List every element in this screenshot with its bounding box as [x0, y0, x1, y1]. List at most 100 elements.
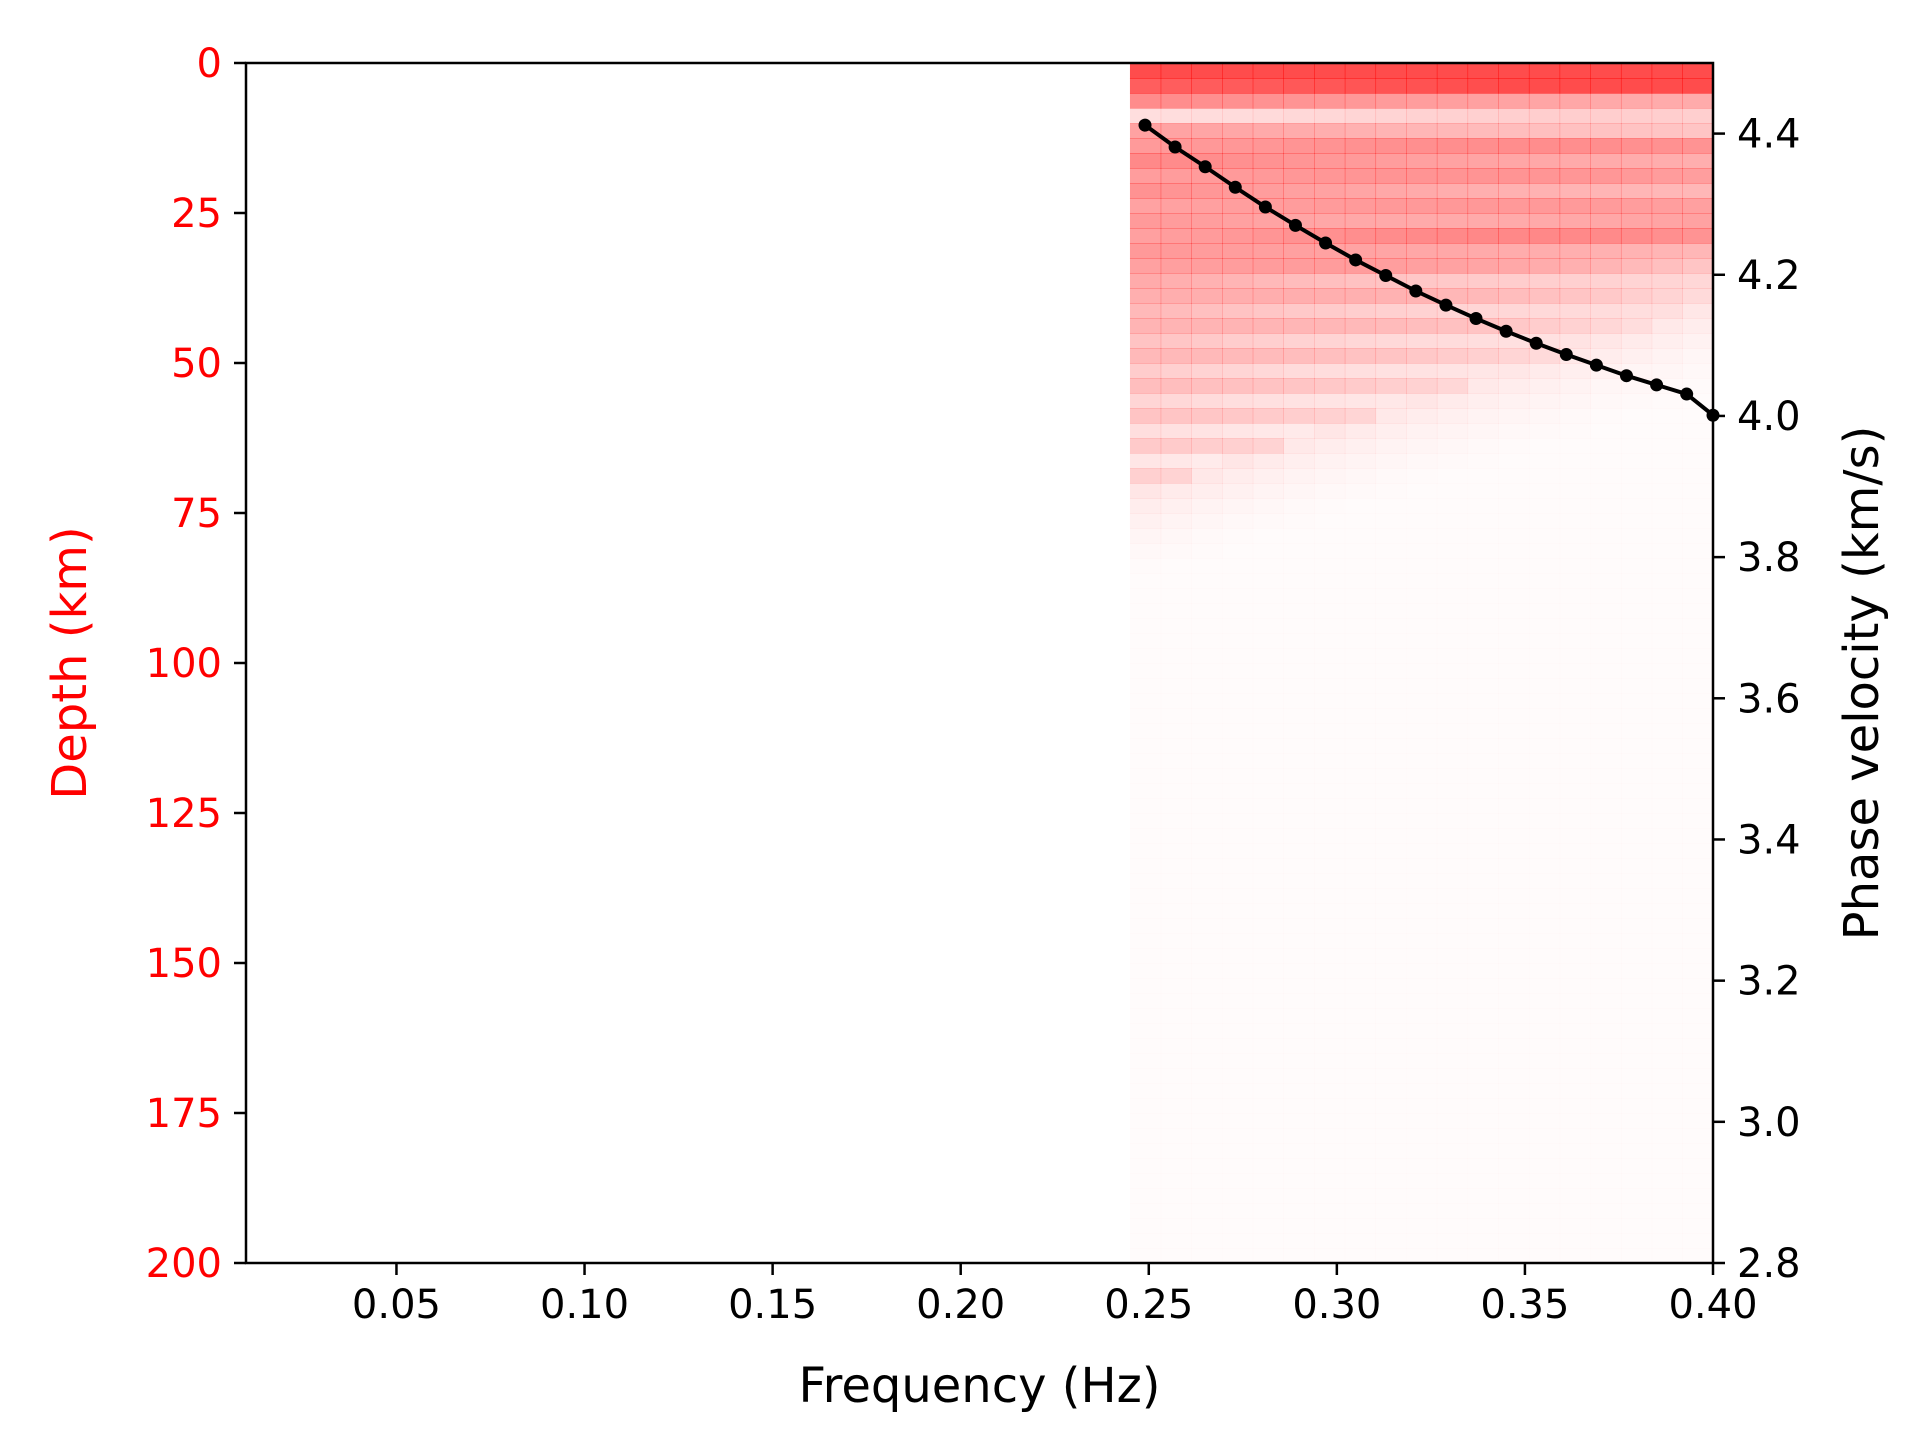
heatmap-cell	[1406, 303, 1438, 319]
heatmap-cell	[1682, 1188, 1713, 1204]
heatmap-cell	[1528, 168, 1561, 184]
heatmap-cell	[1682, 1068, 1713, 1084]
heatmap-cell	[1528, 183, 1561, 199]
heatmap-cell	[1283, 1248, 1314, 1264]
heatmap-cell	[1406, 648, 1437, 664]
heatmap-cell	[1529, 513, 1560, 529]
heatmap-cell	[1590, 138, 1622, 154]
heatmap-cell	[1529, 558, 1560, 574]
heatmap-cell	[1345, 858, 1376, 874]
heatmap-cell	[1222, 348, 1254, 364]
heatmap-cell	[1283, 888, 1314, 904]
heatmap-cell	[1160, 483, 1192, 499]
heatmap-cell	[1253, 963, 1284, 979]
heatmap-cell	[1559, 168, 1591, 184]
heatmap-cell	[1191, 1038, 1222, 1054]
heatmap-cell	[1344, 303, 1377, 319]
heatmap-cell	[1375, 1203, 1406, 1219]
heatmap-cell	[1437, 858, 1468, 874]
heatmap-cell	[1590, 1083, 1621, 1099]
heatmap-cell	[1406, 723, 1437, 739]
heatmap-cell	[1375, 783, 1406, 799]
heatmap-cell	[1375, 213, 1407, 229]
heatmap-cell	[1498, 408, 1529, 424]
heatmap-cell	[1161, 1218, 1192, 1234]
heatmap-cell	[1590, 1158, 1621, 1174]
heatmap-cell	[1375, 1158, 1406, 1174]
heatmap-cell	[1375, 108, 1407, 124]
heatmap-cell	[1345, 723, 1376, 739]
dispersion-curve-point	[1469, 312, 1483, 326]
heatmap-cell	[1652, 423, 1683, 439]
heatmap-cell	[1222, 753, 1253, 769]
heatmap-cell	[1621, 588, 1652, 604]
heatmap-cell	[1191, 1203, 1222, 1219]
heatmap-cell	[1283, 978, 1314, 994]
dispersion-curve-point	[1409, 284, 1423, 298]
heatmap-cell	[1590, 948, 1621, 964]
heatmap-cell	[1222, 1023, 1253, 1039]
heatmap-cell	[1130, 573, 1161, 589]
heatmap-cell	[1222, 78, 1254, 94]
heatmap-cell	[1560, 558, 1591, 574]
heatmap-cell	[1437, 513, 1468, 529]
heatmap-cell	[1283, 363, 1315, 379]
heatmap-cell	[1682, 363, 1713, 379]
heatmap-cell	[1621, 648, 1652, 664]
heatmap-cell	[1528, 93, 1561, 109]
heatmap-cell	[1283, 243, 1315, 259]
heatmap-cell	[1314, 363, 1346, 379]
heatmap-cell	[1191, 243, 1223, 259]
heatmap-cell	[1437, 678, 1468, 694]
heatmap-cell	[1498, 363, 1530, 379]
heatmap-cell	[1283, 1068, 1314, 1084]
heatmap-cell	[1222, 1188, 1253, 1204]
heatmap-cell	[1406, 453, 1437, 469]
heatmap-cell	[1498, 738, 1529, 754]
heatmap-cell	[1406, 228, 1438, 244]
heatmap-cell	[1222, 1158, 1253, 1174]
heatmap-cell	[1468, 603, 1499, 619]
heatmap-cell	[1621, 558, 1652, 574]
heatmap-cell	[1621, 813, 1652, 829]
dispersion-curve-point	[1319, 236, 1333, 250]
heatmap-cell	[1222, 783, 1253, 799]
heatmap-cell	[1345, 663, 1376, 679]
heatmap-cell	[1222, 888, 1253, 904]
heatmap-cell	[1436, 393, 1469, 409]
heatmap-cell	[1528, 138, 1561, 154]
y-right-tick-label: 4.0	[1737, 394, 1801, 440]
heatmap-cell	[1160, 213, 1192, 229]
heatmap-cell	[1436, 108, 1469, 124]
heatmap-cell	[1437, 1218, 1468, 1234]
heatmap-cell	[1129, 153, 1162, 169]
heatmap-cell	[1252, 168, 1284, 184]
y-left-tick-label: 175	[146, 1091, 222, 1137]
heatmap-cell	[1253, 633, 1284, 649]
heatmap-cell	[1283, 663, 1314, 679]
heatmap-cell	[1529, 783, 1560, 799]
heatmap-cell	[1437, 543, 1468, 559]
heatmap-cell	[1161, 1128, 1192, 1144]
heatmap-cell	[1651, 183, 1683, 199]
heatmap-cell	[1559, 273, 1591, 289]
heatmap-cell	[1345, 693, 1376, 709]
heatmap-cell	[1498, 1053, 1529, 1069]
heatmap-cell	[1560, 783, 1591, 799]
heatmap-cell	[1283, 798, 1314, 814]
heatmap-cell	[1468, 708, 1499, 724]
heatmap-cell	[1682, 318, 1714, 334]
x-tick-label: 0.35	[1480, 1282, 1569, 1328]
heatmap-cell	[1560, 1218, 1591, 1234]
heatmap-cell	[1528, 213, 1561, 229]
heatmap-cell	[1222, 843, 1253, 859]
heatmap-cell	[1130, 798, 1161, 814]
heatmap-cell	[1283, 948, 1314, 964]
heatmap-cell	[1620, 273, 1653, 289]
heatmap-cell	[1498, 123, 1530, 139]
heatmap-cell	[1529, 723, 1560, 739]
heatmap-cell	[1651, 93, 1683, 109]
heatmap-cell	[1498, 633, 1529, 649]
heatmap-cell	[1191, 903, 1222, 919]
heatmap-cell	[1436, 93, 1469, 109]
